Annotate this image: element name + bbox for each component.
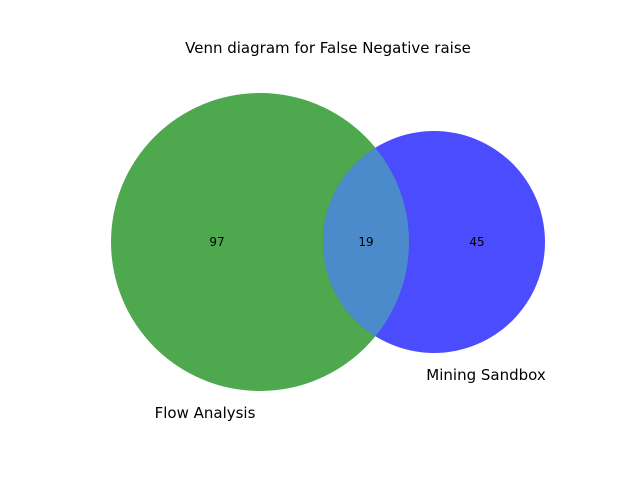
count-mining-sandbox-only: 45	[469, 235, 484, 249]
diagram-title: Venn diagram for False Negative raise	[185, 39, 471, 57]
set-label-mining-sandbox: Mining Sandbox	[426, 366, 546, 384]
count-flow-analysis-only: 97	[209, 235, 224, 249]
set-label-flow-analysis: Flow Analysis	[155, 404, 256, 422]
count-intersection: 19	[358, 235, 373, 249]
flow-analysis-circle	[111, 93, 409, 391]
